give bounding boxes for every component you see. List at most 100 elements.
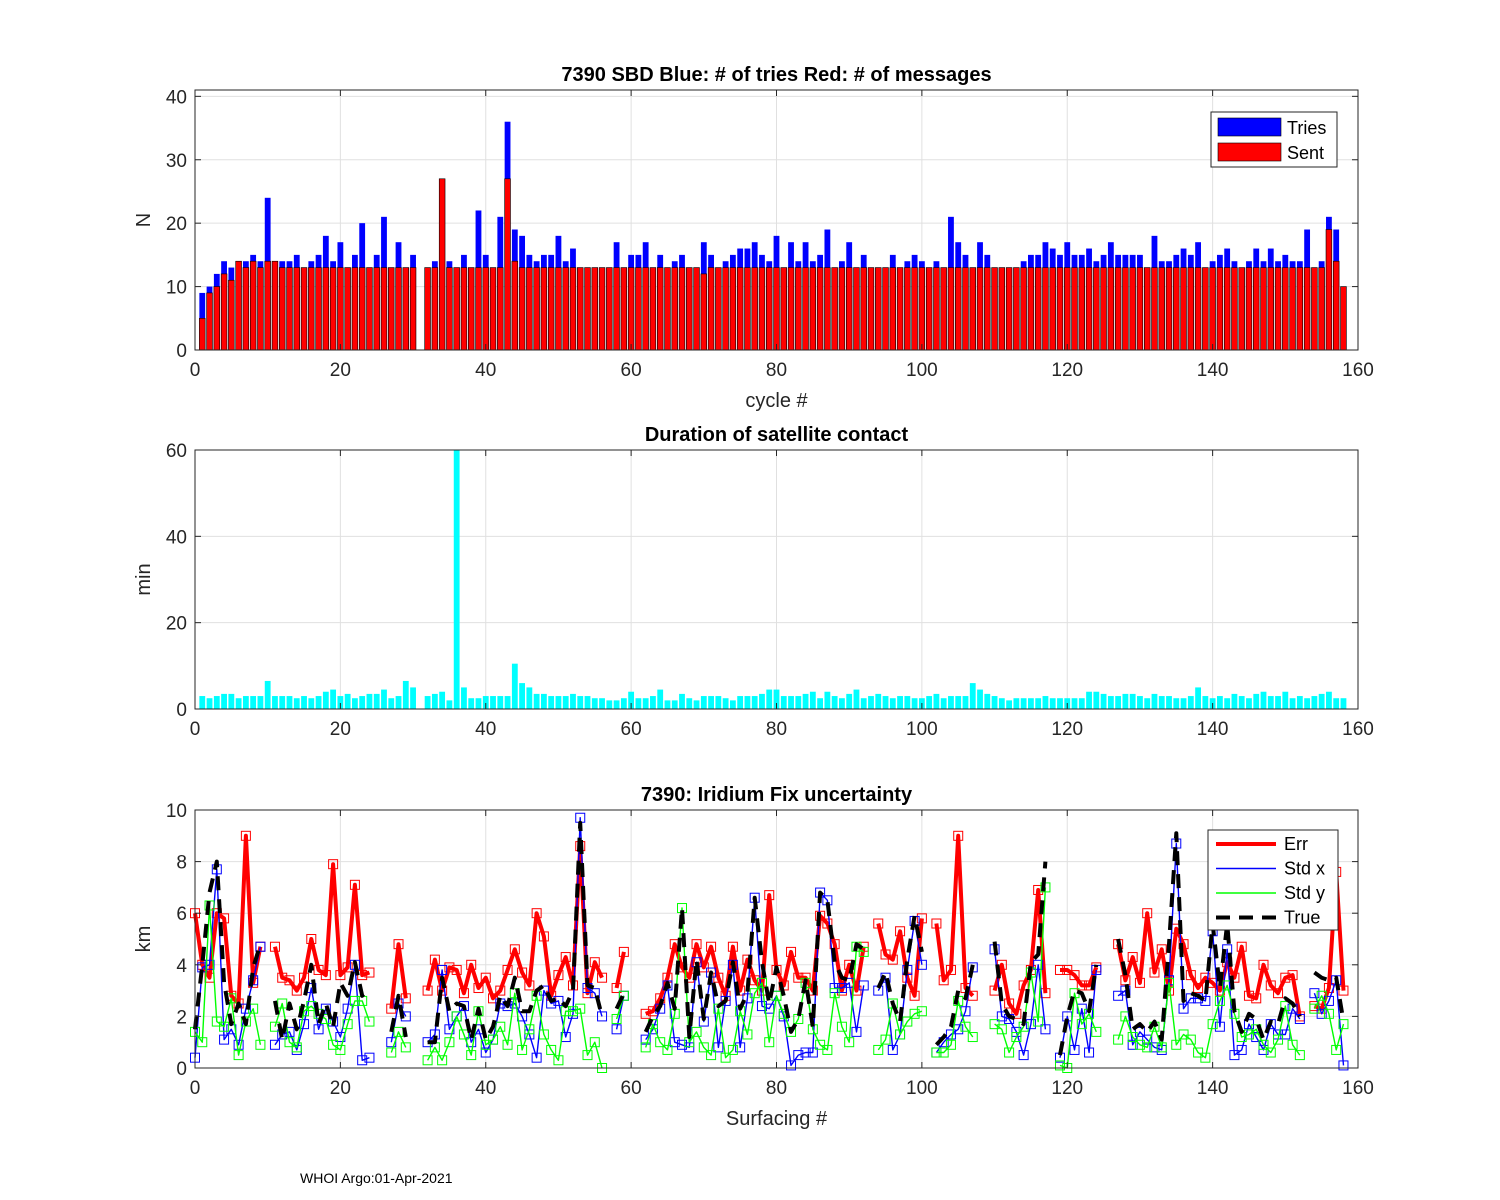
marker-err bbox=[277, 972, 288, 983]
marker-std-x bbox=[335, 1032, 346, 1043]
bar-duration bbox=[315, 696, 322, 709]
bar-sent bbox=[1253, 267, 1260, 351]
bar-sent bbox=[446, 267, 453, 351]
marker-std-y bbox=[197, 1037, 208, 1048]
bar-sent bbox=[388, 267, 395, 351]
bar-sent bbox=[569, 267, 577, 351]
marker-std-x bbox=[386, 1037, 397, 1048]
bar-sent bbox=[395, 267, 402, 351]
bar-duration bbox=[722, 698, 729, 709]
marker-std-x bbox=[1236, 1044, 1247, 1055]
bar-sent bbox=[235, 260, 242, 351]
bar-sent bbox=[620, 267, 628, 351]
marker-std-x bbox=[1084, 1047, 1095, 1058]
marker-std-y bbox=[553, 1055, 564, 1066]
marker-std-y bbox=[1280, 1001, 1291, 1012]
marker-std-y bbox=[211, 1016, 222, 1027]
x-tick-label: 80 bbox=[766, 360, 787, 381]
bar-duration bbox=[620, 698, 627, 709]
bar-sent bbox=[577, 267, 584, 351]
line-std-y bbox=[390, 1031, 407, 1053]
bar-sent bbox=[468, 267, 475, 351]
bar-sent bbox=[351, 267, 359, 351]
marker-std-y bbox=[466, 1050, 477, 1061]
marker-std-y bbox=[233, 1050, 244, 1061]
bar-sent bbox=[1151, 267, 1158, 351]
bar-duration bbox=[926, 696, 933, 709]
bar-sent bbox=[1049, 267, 1056, 351]
marker-std-x bbox=[836, 983, 847, 994]
bar-sent bbox=[642, 267, 649, 351]
marker-err bbox=[1338, 985, 1349, 996]
marker-std-y bbox=[618, 990, 629, 1001]
marker-std-x bbox=[589, 988, 600, 999]
marker-err bbox=[328, 859, 339, 870]
bar-sent bbox=[722, 267, 729, 351]
marker-std-x bbox=[233, 1039, 244, 1050]
marker-std-x bbox=[1040, 1024, 1051, 1035]
bar-sent bbox=[1340, 286, 1347, 351]
bar-duration bbox=[969, 683, 976, 709]
legend-label-std-x: Std x bbox=[1284, 859, 1325, 879]
bar-duration bbox=[635, 698, 642, 709]
marker-std-x bbox=[996, 1011, 1007, 1022]
bar-duration bbox=[424, 696, 431, 709]
bar-sent bbox=[402, 267, 410, 351]
x-tick-label: 0 bbox=[190, 719, 201, 740]
bar-duration bbox=[1122, 693, 1129, 709]
bar-sent bbox=[955, 267, 962, 351]
bar-duration bbox=[759, 693, 765, 709]
bar-sent bbox=[475, 267, 482, 351]
bar-sent bbox=[969, 267, 976, 351]
x-tick-label: 120 bbox=[1051, 360, 1083, 381]
bar-duration bbox=[540, 693, 547, 709]
marker-err bbox=[895, 926, 906, 937]
marker-std-x bbox=[800, 1047, 811, 1058]
bar-sent bbox=[1187, 267, 1195, 351]
marker-std-x bbox=[480, 1047, 491, 1058]
marker-std-y bbox=[575, 1003, 586, 1014]
marker-std-x bbox=[357, 1055, 368, 1066]
marker-std-y bbox=[727, 1044, 738, 1055]
marker-std-x bbox=[916, 959, 927, 970]
bar-duration bbox=[475, 698, 482, 709]
bar-duration bbox=[1304, 698, 1311, 709]
bar-duration bbox=[613, 700, 620, 709]
bar-sent bbox=[286, 267, 293, 351]
bar-duration bbox=[446, 700, 453, 709]
bar-duration bbox=[780, 696, 787, 709]
bar-duration bbox=[977, 689, 983, 709]
marker-std-y bbox=[219, 1021, 230, 1032]
marker-std-y bbox=[640, 1042, 651, 1053]
marker-std-x bbox=[786, 1060, 797, 1071]
marker-err bbox=[393, 939, 404, 950]
marker-std-y bbox=[255, 1039, 266, 1050]
y-tick-label: 0 bbox=[176, 341, 187, 362]
bar-sent bbox=[1034, 267, 1042, 351]
bar-sent bbox=[678, 267, 686, 351]
bar-sent bbox=[1143, 267, 1151, 351]
marker-err bbox=[429, 954, 440, 965]
marker-std-y bbox=[909, 1008, 920, 1019]
marker-err bbox=[1243, 990, 1254, 1001]
marker-err bbox=[1251, 993, 1262, 1004]
marker-std-y bbox=[931, 1047, 942, 1058]
bar-sent bbox=[773, 267, 780, 351]
marker-err bbox=[589, 957, 600, 968]
bar-sent bbox=[896, 267, 904, 351]
bar-sent bbox=[555, 267, 562, 351]
bar-sent bbox=[845, 267, 853, 351]
bar-sent bbox=[453, 267, 460, 351]
bar-sent bbox=[322, 267, 330, 351]
footer-label: WHOI Argo:01-Apr-2021 bbox=[300, 1170, 453, 1186]
marker-err bbox=[691, 939, 702, 950]
marker-std-x bbox=[713, 1042, 724, 1053]
marker-err bbox=[706, 941, 717, 952]
bar-duration bbox=[533, 693, 540, 709]
line-std-x bbox=[935, 967, 974, 1053]
marker-std-y bbox=[335, 1044, 346, 1055]
y-tick-label: 40 bbox=[166, 87, 187, 108]
x-tick-label: 20 bbox=[330, 360, 351, 381]
bar-sent bbox=[1173, 267, 1180, 351]
marker-std-y bbox=[858, 946, 869, 957]
